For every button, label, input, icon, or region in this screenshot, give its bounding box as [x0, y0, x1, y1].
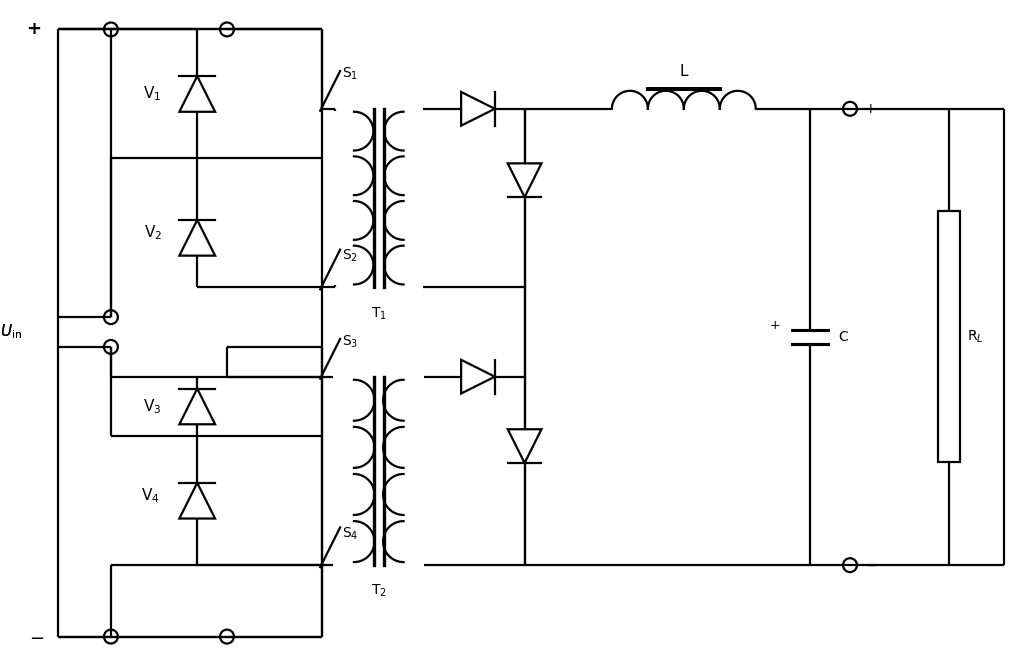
Text: +: +: [865, 102, 876, 116]
Polygon shape: [180, 389, 215, 424]
Text: +: +: [26, 21, 41, 38]
Text: $-$: $-$: [865, 558, 877, 572]
Text: S$_3$: S$_3$: [342, 334, 358, 350]
Text: C: C: [838, 330, 848, 344]
Text: $-$: $-$: [29, 628, 44, 646]
Text: V$_1$: V$_1$: [144, 84, 161, 103]
Bar: [939, 211, 960, 462]
Polygon shape: [507, 429, 541, 463]
Text: S$_2$: S$_2$: [342, 248, 358, 264]
Text: S$_4$: S$_4$: [342, 525, 358, 542]
Polygon shape: [180, 220, 215, 256]
Text: V$_2$: V$_2$: [144, 223, 162, 242]
Polygon shape: [461, 360, 495, 393]
Text: T$_2$: T$_2$: [371, 583, 387, 599]
Text: T$_1$: T$_1$: [371, 305, 387, 322]
Text: L: L: [680, 64, 688, 78]
Text: +: +: [770, 318, 781, 332]
Polygon shape: [507, 163, 541, 197]
Text: $U_{\rm in}$: $U_{\rm in}$: [0, 322, 22, 341]
Polygon shape: [461, 92, 495, 126]
Text: V$_3$: V$_3$: [144, 397, 162, 415]
Text: V$_4$: V$_4$: [141, 486, 159, 505]
Text: $U_{\rm in}$: $U_{\rm in}$: [0, 322, 22, 341]
Text: S$_1$: S$_1$: [342, 66, 358, 82]
Text: R$_L$: R$_L$: [967, 328, 984, 345]
Polygon shape: [180, 483, 215, 518]
Polygon shape: [180, 76, 215, 112]
